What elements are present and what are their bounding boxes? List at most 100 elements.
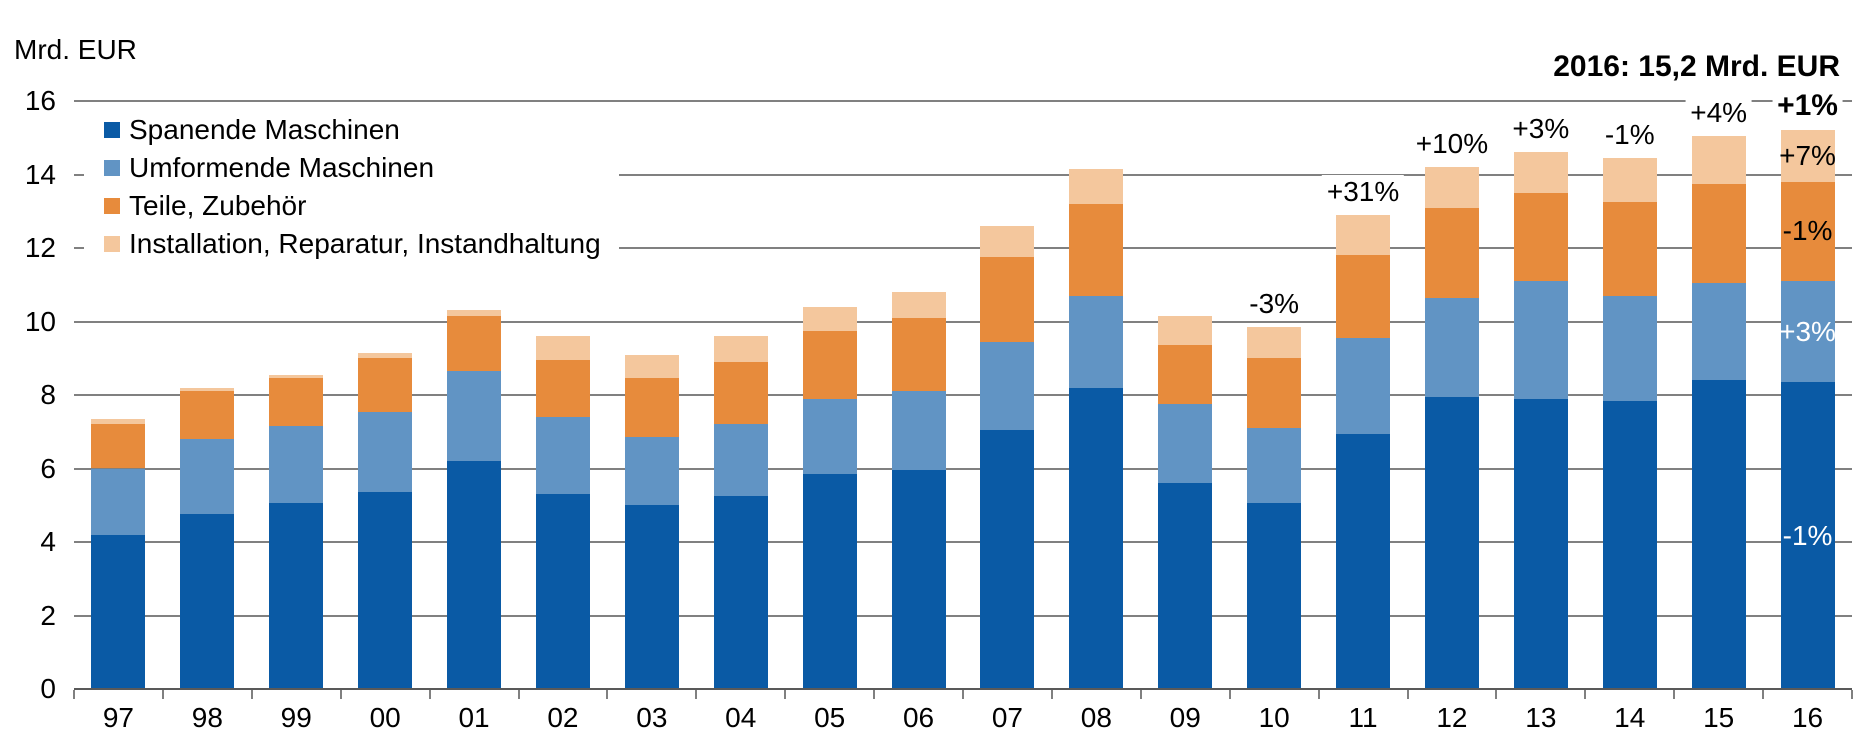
bar-segment	[1691, 380, 1746, 689]
x-axis-label: 08	[1080, 702, 1112, 733]
x-axis-line	[74, 688, 1852, 690]
axis-tick	[73, 690, 75, 699]
bar-segment	[447, 371, 502, 462]
gridline	[74, 541, 1852, 543]
axis-tick	[1317, 690, 1320, 699]
x-axis-label: 06	[902, 702, 935, 733]
x-axis-label: 10	[1258, 702, 1290, 733]
axis-tick	[695, 690, 698, 699]
chart-title: 2016: 15,2 Mrd. EUR	[1553, 50, 1840, 83]
bar-segment	[624, 354, 679, 379]
legend-item: Umformende Maschinen	[104, 149, 601, 187]
bar-segment	[91, 418, 146, 425]
axis-tick	[1495, 690, 1498, 699]
bar-segment	[358, 358, 413, 412]
axis-tick	[161, 690, 164, 699]
y-axis-tick-label: 0	[40, 673, 56, 704]
bar-segment	[1513, 152, 1568, 193]
gridline	[74, 100, 1852, 102]
gridline	[74, 614, 1852, 617]
bar-segment	[1336, 433, 1391, 689]
bar-segment	[269, 378, 324, 427]
bar-segment	[91, 424, 146, 469]
x-axis-label: 97	[102, 702, 135, 733]
axis-tick	[1139, 690, 1142, 699]
bar-segment	[624, 437, 679, 506]
bar-segment	[91, 468, 146, 535]
legend-color-swatch	[104, 198, 120, 214]
bar-segment	[1691, 183, 1746, 283]
bar-segment	[1513, 192, 1568, 282]
bar-segment	[1513, 281, 1568, 399]
bar-segment	[447, 310, 502, 316]
bar-segment	[1424, 297, 1479, 397]
bar-segment	[891, 292, 946, 318]
gridline	[74, 467, 1852, 470]
bar-segment	[713, 424, 768, 497]
bar-segment	[180, 391, 235, 440]
x-axis-label: 00	[369, 702, 401, 733]
bar-segment	[1602, 157, 1657, 203]
axis-tick	[1673, 690, 1676, 699]
bar-segment	[535, 336, 590, 361]
legend-color-swatch	[104, 160, 120, 176]
bar-segment	[447, 461, 502, 689]
legend: Spanende Maschinen Umformende Maschinen Te…	[84, 111, 619, 263]
legend-color-swatch	[104, 122, 120, 138]
segment-change-label: -1%	[1782, 519, 1833, 551]
x-axis-label: 01	[458, 702, 490, 733]
bar-change-annotation: -3%	[1244, 287, 1305, 321]
bar-segment	[535, 360, 590, 418]
bar-segment	[891, 470, 946, 689]
bar-change-annotation: +3%	[1507, 112, 1575, 147]
gridline	[74, 320, 1852, 323]
legend-item-label: Umformende Maschinen	[129, 152, 435, 183]
bar-segment	[1424, 396, 1479, 689]
legend-color-swatch	[104, 236, 120, 252]
bar-segment	[891, 317, 946, 392]
axis-tick	[606, 690, 609, 699]
bar-segment	[91, 534, 146, 689]
bar-segment	[1336, 214, 1391, 256]
bar-segment	[358, 352, 413, 359]
bar-segment	[1602, 400, 1657, 689]
bar-segment	[1069, 168, 1124, 204]
y-axis-tick-label: 6	[40, 452, 56, 484]
bar-segment	[1513, 398, 1568, 689]
gridline	[74, 247, 1852, 249]
axis-tick	[873, 690, 876, 699]
axis-tick	[517, 690, 520, 699]
y-axis-tick-label: 14	[24, 158, 56, 190]
axis-tick	[1584, 690, 1587, 699]
bar-segment	[269, 426, 324, 504]
bar-segment	[1247, 358, 1302, 429]
x-axis-label: 14	[1614, 702, 1646, 733]
segment-change-label: +7%	[1779, 140, 1836, 172]
bar-segment	[1691, 135, 1746, 184]
axis-tick	[1406, 690, 1409, 699]
y-axis-unit-label: Mrd. EUR	[14, 34, 137, 65]
x-axis-label: 98	[191, 702, 223, 733]
axis-tick	[1050, 690, 1053, 699]
bar-change-annotation: +4%	[1685, 95, 1753, 130]
bar-segment	[1158, 315, 1213, 346]
bar-segment	[535, 417, 590, 495]
bar-segment	[1158, 345, 1213, 405]
bar-segment	[180, 387, 235, 392]
bar-segment	[1069, 203, 1124, 296]
legend-item: Teile, Zubehör	[104, 187, 601, 225]
bar-segment	[1780, 130, 1835, 182]
bar-segment	[358, 492, 413, 689]
x-axis-label: 04	[725, 702, 757, 733]
x-axis-label: 09	[1169, 702, 1201, 733]
bar-segment	[1158, 483, 1213, 689]
bar-segment	[1158, 404, 1213, 484]
bar-segment	[624, 505, 679, 689]
x-axis-label: 16	[1791, 702, 1824, 733]
bar-segment	[447, 315, 502, 372]
bar-segment	[713, 336, 768, 362]
bar-segment	[1602, 202, 1657, 296]
bar-segment	[1336, 338, 1391, 434]
bar-segment	[1424, 207, 1479, 298]
bar-segment	[713, 361, 768, 425]
